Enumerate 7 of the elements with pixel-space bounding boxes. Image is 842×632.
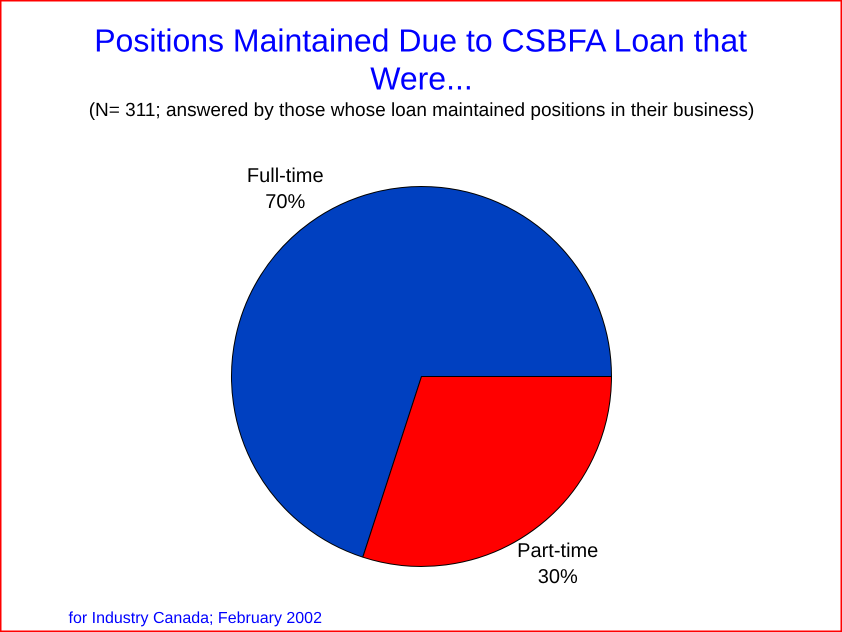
data-label: 30% <box>538 566 578 588</box>
slice-label: Full-time <box>246 164 324 187</box>
slice-label: Part-time <box>517 540 598 562</box>
chart-title: Positions Maintained Due to CSBFA Loan that Were... <box>94 22 748 96</box>
data-label: 70% <box>265 191 306 214</box>
text: for Industry Canada; February 2002 <box>68 610 322 627</box>
chart-subtitle: (N= 311; answered by those whose loan maintained positions in their business) <box>88 100 754 121</box>
